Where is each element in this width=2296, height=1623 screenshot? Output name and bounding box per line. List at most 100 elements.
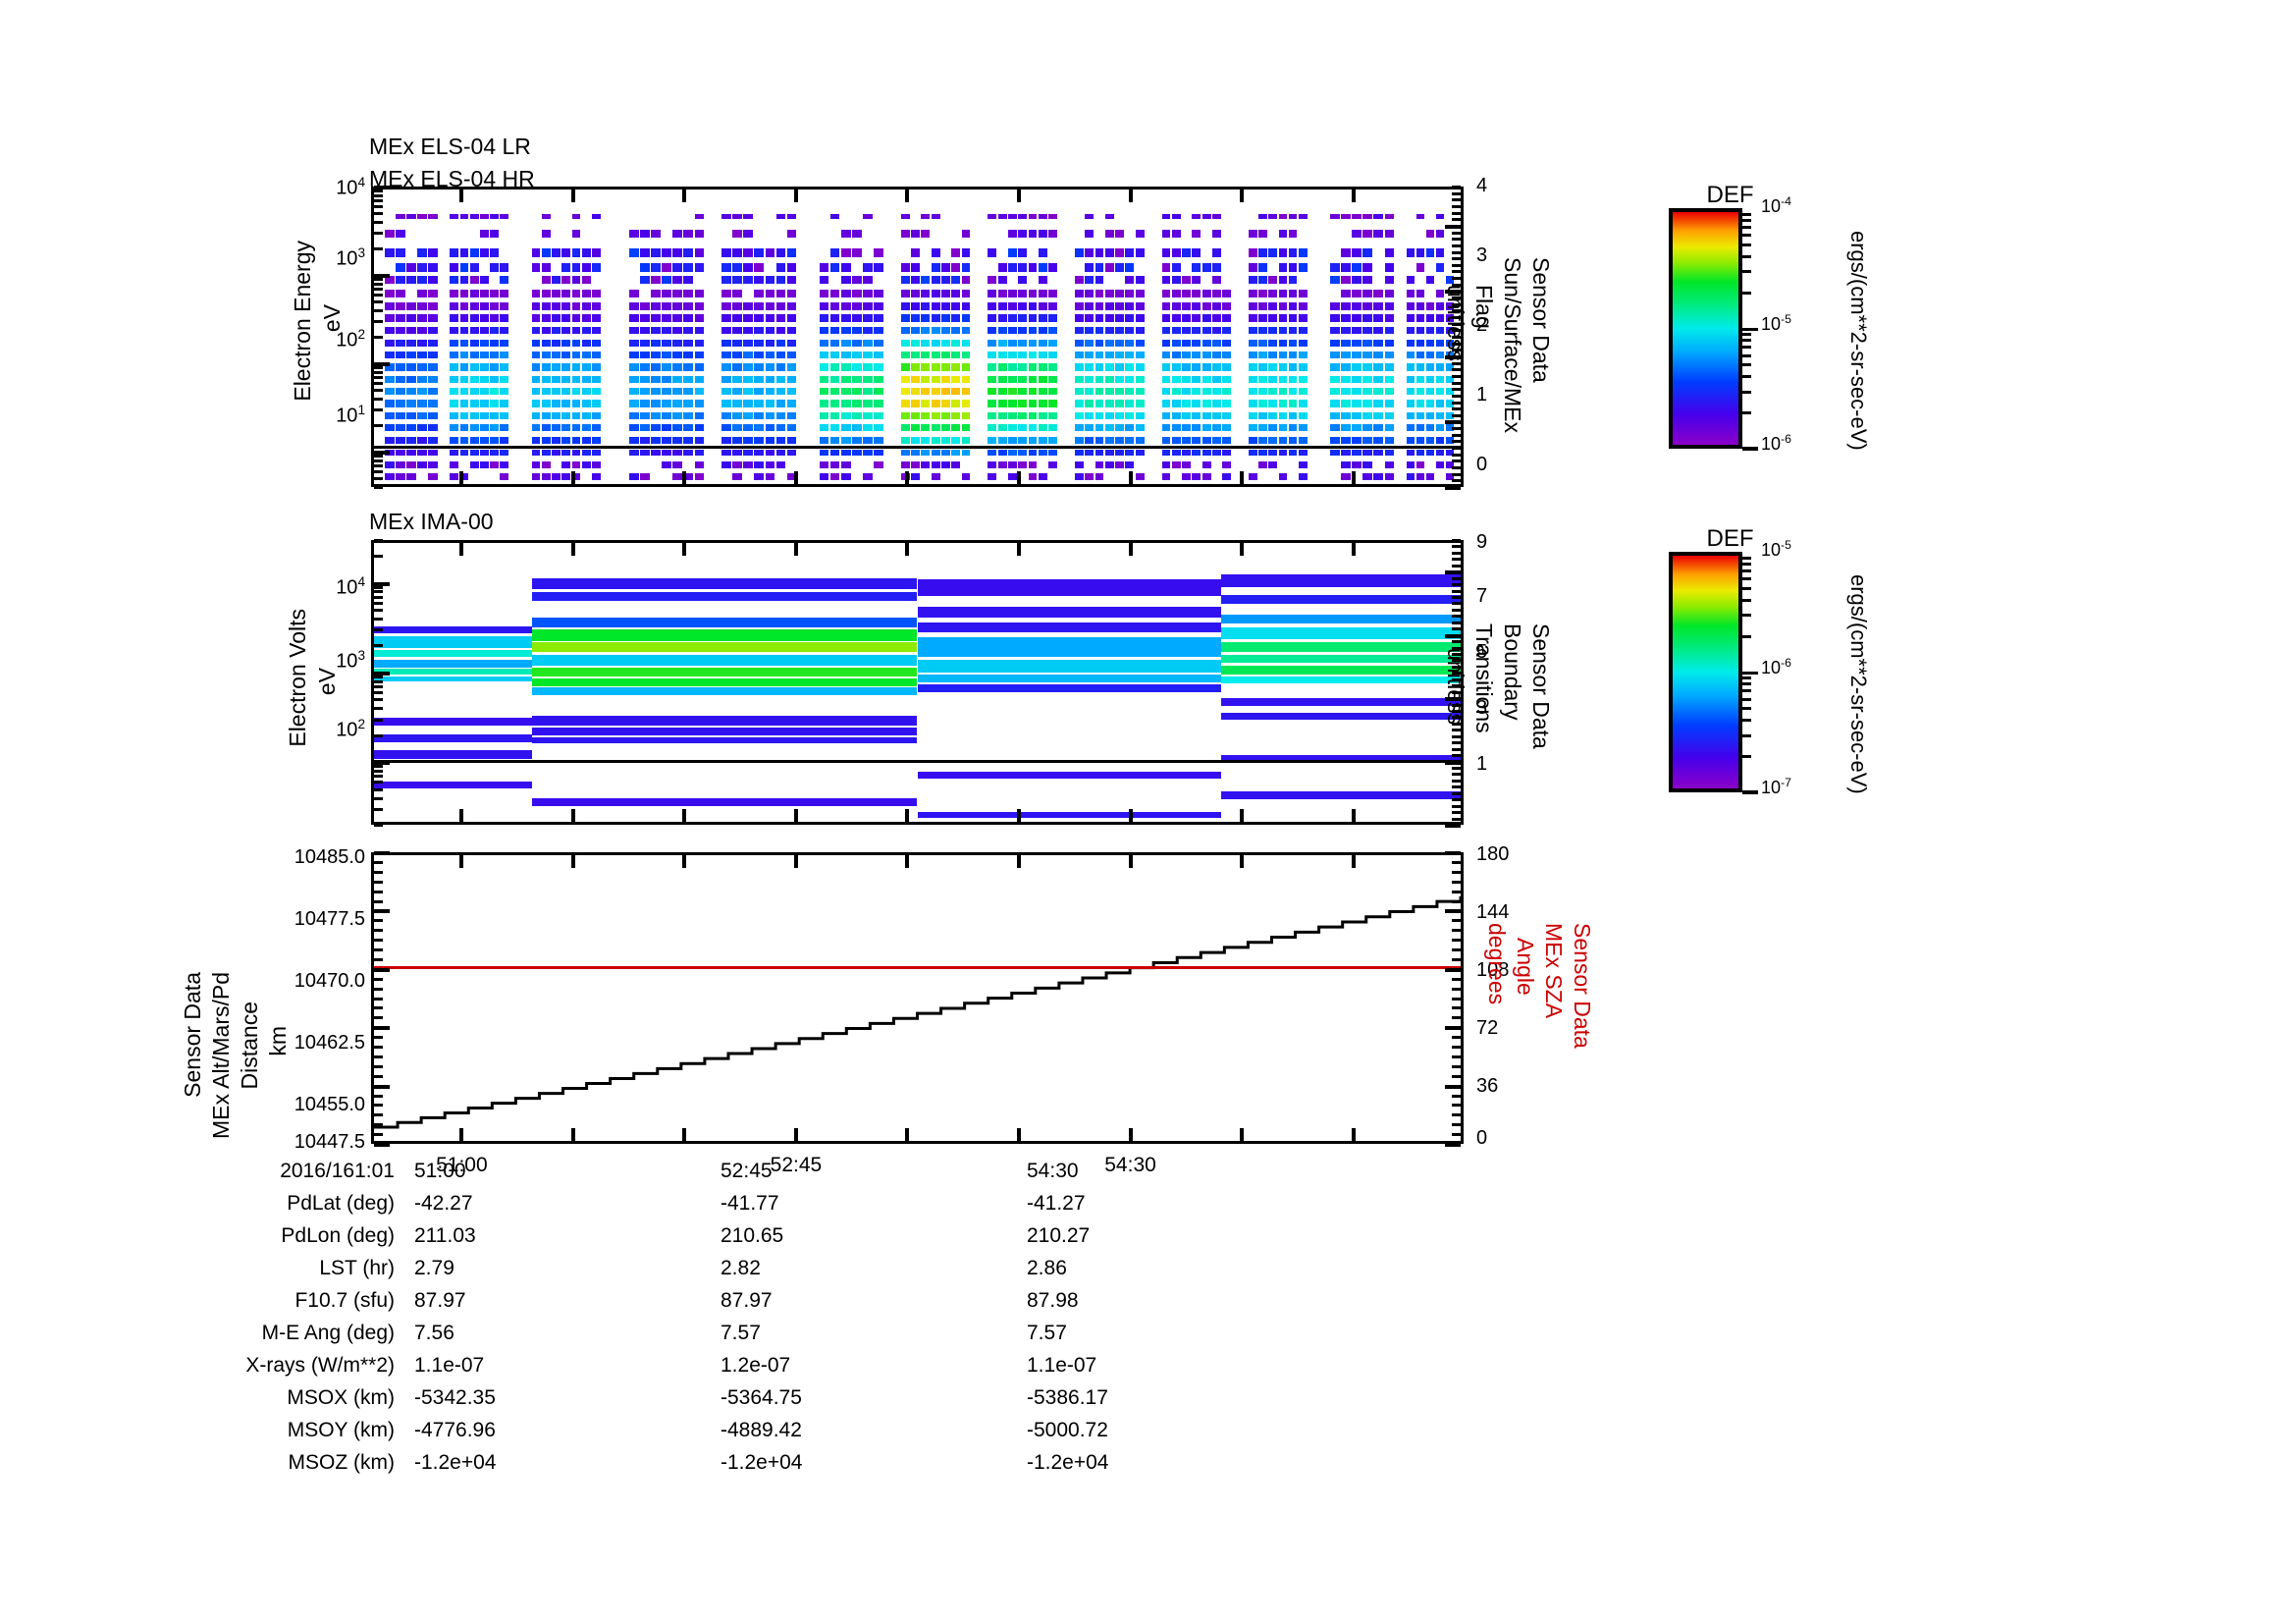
spectrogram-cell (1115, 339, 1124, 348)
spectrogram-cell (1095, 375, 1104, 383)
axis-tick (374, 362, 390, 367)
spectrogram-cell (1104, 352, 1114, 359)
axis-tick (1452, 804, 1461, 808)
spectrogram-cell (819, 326, 829, 335)
spectrogram-cell (683, 363, 693, 371)
spectrogram-cell (1384, 301, 1395, 310)
spectrogram-cell (651, 399, 661, 407)
spectrogram-cell (1085, 326, 1095, 335)
spectrogram-cell (531, 352, 541, 359)
spectrogram-cell (1161, 301, 1171, 310)
spectrogram-cell (1373, 473, 1383, 480)
spectrogram-cell (1192, 436, 1201, 444)
spectrogram-cell (552, 289, 561, 298)
spectrogram-cell (592, 424, 602, 432)
alt-plot-area[interactable] (371, 852, 1464, 1144)
axis-tick (1452, 1016, 1461, 1020)
spectrogram-cell (662, 314, 671, 323)
els-plot-area[interactable] (371, 187, 1464, 487)
spectrogram-cell (775, 339, 786, 348)
ima-spectrogram-band (1221, 676, 1461, 683)
spectrogram-cell (561, 352, 571, 359)
spectrogram-cell (479, 449, 489, 456)
spectrogram-cell (988, 449, 997, 456)
spectrogram-cell (786, 449, 797, 456)
spectrogram-cell (852, 247, 862, 258)
spectrogram-cell (921, 399, 931, 407)
spectrogram-cell (1211, 411, 1221, 419)
spectrogram-cell (1201, 289, 1211, 298)
spectrogram-cell (1115, 289, 1124, 298)
spectrogram-cell (490, 263, 499, 272)
spectrogram-cell (997, 399, 1007, 407)
spectrogram-cell (561, 314, 571, 323)
spectrogram-cell (1095, 460, 1104, 468)
spectrogram-cell (459, 214, 469, 220)
spectrogram-cell (829, 363, 840, 371)
spectrogram-cell (592, 301, 602, 310)
axis-tick (1351, 1128, 1356, 1141)
spectrogram-cell (490, 436, 499, 444)
axis-tick (1452, 602, 1461, 606)
spectrogram-cell (552, 339, 561, 348)
spectrogram-cell (721, 276, 731, 285)
spectrogram-cell (640, 263, 650, 272)
spectrogram-column (683, 189, 693, 484)
spectrogram-column (561, 189, 571, 484)
axis-tick (1452, 665, 1461, 669)
table-cell: 2.79 (414, 1257, 454, 1279)
spectrogram-cell (571, 230, 581, 239)
axis-tick (1452, 218, 1461, 222)
spectrogram-cell (571, 276, 581, 285)
spectrogram-cell (1104, 460, 1114, 468)
spectrogram-cell (571, 387, 581, 396)
spectrogram-cell (1211, 263, 1221, 272)
spectrogram-cell (1384, 326, 1395, 335)
spectrogram-cell (1278, 289, 1288, 298)
spectrogram-column (1085, 189, 1095, 484)
spectrogram-column (490, 189, 499, 484)
colorbar-1[interactable] (1669, 208, 1742, 449)
axis-tick (374, 987, 383, 991)
spectrogram-cell (874, 375, 883, 383)
spectrogram-cell (672, 263, 682, 272)
colorbar-tick (1742, 697, 1751, 701)
spectrogram-cell (900, 326, 910, 335)
table-row-label: MSOY (km) (287, 1419, 395, 1441)
spectrogram-cell (417, 289, 427, 298)
spectrogram-cell (1258, 314, 1267, 323)
spectrogram-cell (1384, 352, 1395, 359)
spectrogram-cell (1352, 399, 1362, 407)
spectrogram-cell (1268, 247, 1278, 258)
spectrogram-cell (1008, 387, 1017, 396)
spectrogram-cell (694, 375, 705, 383)
spectrogram-cell (1425, 314, 1435, 323)
colorbar-2[interactable] (1669, 552, 1742, 792)
spectrogram-cell (450, 214, 459, 220)
spectrogram-cell (396, 375, 405, 383)
spectrogram-column (500, 189, 508, 484)
spectrogram-cell (1268, 301, 1278, 310)
spectrogram-cell (490, 449, 499, 456)
spectrogram-cell (1192, 375, 1201, 383)
spectrogram-cell (988, 399, 997, 407)
spectrogram-cell (852, 387, 862, 396)
spectrogram-cell (1018, 214, 1028, 220)
spectrogram-cell (406, 399, 416, 407)
spectrogram-cell (1341, 473, 1351, 480)
spectrogram-cell (459, 449, 469, 456)
spectrogram-cell (1048, 436, 1057, 444)
ima-spectrogram-band (374, 635, 532, 649)
spectrogram-cell (1115, 301, 1124, 310)
spectrogram-cell (552, 387, 561, 396)
spectrogram-cell (841, 289, 851, 298)
ima-plot-area[interactable] (371, 540, 1464, 825)
spectrogram-cell (1258, 449, 1267, 456)
spectrogram-column (1406, 189, 1415, 484)
spectrogram-cell (571, 339, 581, 348)
spectrogram-cell (1192, 314, 1201, 323)
spectrogram-cell (561, 375, 571, 383)
spectrogram-cell (581, 375, 591, 383)
axis-tick (374, 246, 383, 250)
spectrogram-cell (1075, 301, 1084, 310)
